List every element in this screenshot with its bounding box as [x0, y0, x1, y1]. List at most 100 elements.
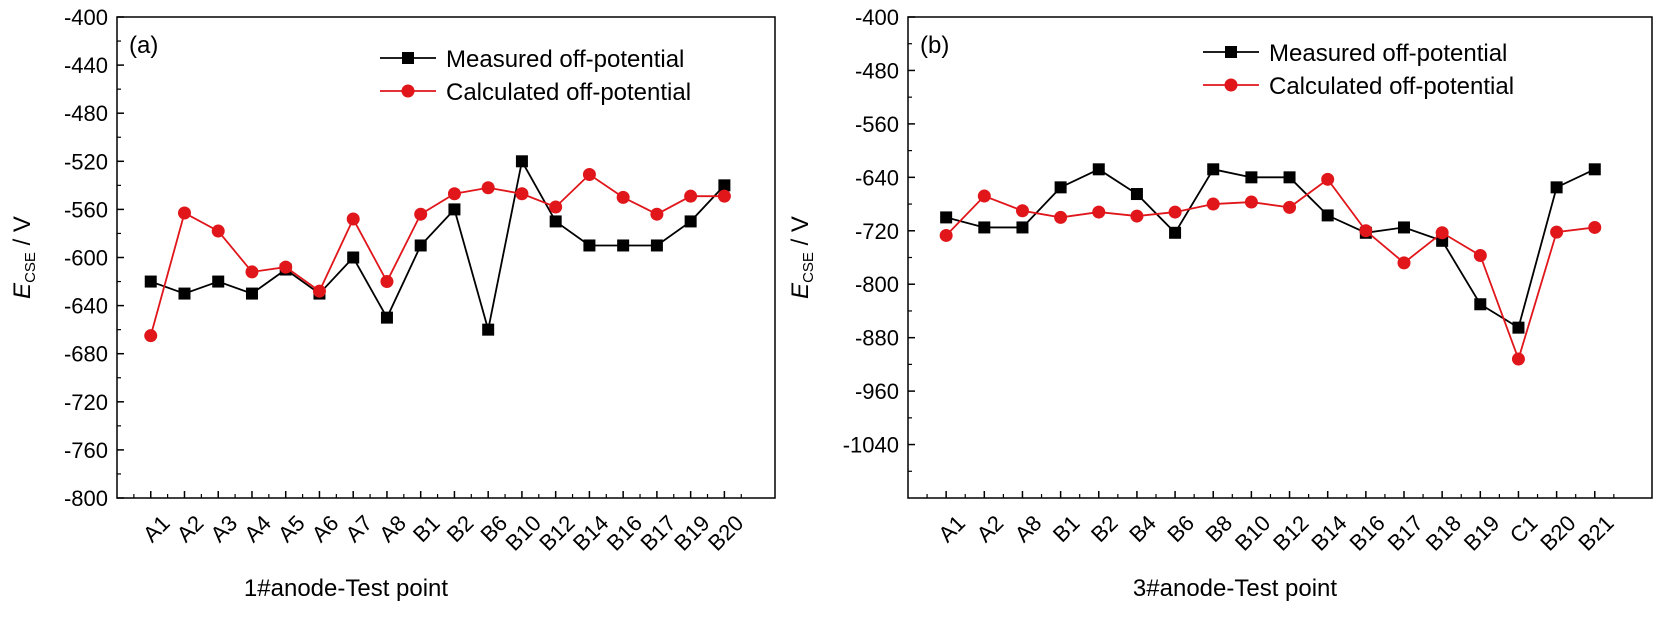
data-point-measured [1550, 181, 1563, 194]
y-tick-label: -720 [64, 390, 108, 415]
data-point-calculated [447, 187, 461, 201]
data-point-measured [1321, 209, 1334, 222]
data-point-calculated [245, 265, 259, 279]
data-point-calculated [1435, 226, 1449, 240]
data-point-measured [448, 203, 461, 216]
y-tick-label: -560 [64, 197, 108, 222]
x-tick-label: B18 [1421, 510, 1466, 555]
data-point-measured [1016, 221, 1029, 234]
y-tick-label: -440 [64, 53, 108, 78]
legend-label: Calculated off-potential [446, 79, 691, 106]
legend-entry: Measured off-potential [1203, 40, 1507, 67]
data-point-calculated [1015, 204, 1029, 218]
data-point-measured [1474, 298, 1487, 311]
data-point-measured [347, 251, 360, 264]
chart-panel-a: -400 -440 -480 -520 -560 -600 -640 -680 -720 -760… [9, 5, 776, 602]
data-point-calculated [1244, 195, 1258, 209]
y-tick-label: -400 [855, 5, 899, 30]
x-tick-label: B6 [1162, 510, 1199, 547]
data-point-calculated [1550, 225, 1564, 239]
data-point-calculated [1588, 220, 1602, 234]
panel-label: (a) [129, 32, 158, 59]
legend-marker-circle [1224, 78, 1238, 92]
y-tick-label: -680 [64, 342, 108, 367]
data-point-calculated [1321, 172, 1335, 186]
data-point-calculated [939, 228, 953, 242]
y-axis-symbol: E [9, 282, 36, 299]
x-tick-label: B8 [1200, 510, 1237, 547]
x-tick-label: A8 [374, 510, 411, 547]
data-point-calculated [177, 206, 191, 220]
data-point-calculated [549, 200, 563, 214]
data-point-measured [482, 323, 495, 336]
x-tick-label: A2 [972, 510, 1009, 547]
data-point-measured [1398, 221, 1410, 234]
legend-label: Measured off-potential [1269, 40, 1507, 67]
y-tick-label: -560 [855, 112, 899, 137]
data-point-measured [583, 239, 596, 252]
y-axis-subscript: CSE [22, 252, 39, 283]
data-point-measured [1054, 181, 1067, 194]
data-point-measured [684, 215, 697, 228]
x-tick-label: B1 [1048, 510, 1085, 547]
data-point-calculated [977, 189, 991, 203]
y-tick-label: -800 [64, 486, 108, 511]
data-point-calculated [279, 260, 293, 274]
data-point-calculated [684, 189, 698, 203]
legend-label: Measured off-potential [446, 46, 684, 73]
x-tick-label: B20 [703, 510, 748, 555]
data-point-measured [1169, 226, 1182, 239]
y-tick-label: -1040 [843, 433, 899, 458]
data-point-measured [245, 287, 258, 300]
data-point-calculated [1168, 205, 1182, 219]
y-axis-unit: / V [787, 216, 814, 252]
y-tick-label: -640 [64, 294, 108, 319]
data-point-calculated [1054, 210, 1068, 224]
data-point-measured [718, 179, 731, 192]
data-point-measured [380, 311, 393, 324]
y-axis-subscript: CSE [800, 252, 817, 283]
data-point-calculated [717, 189, 731, 203]
data-point-calculated [1359, 224, 1373, 238]
x-tick-label: B2 [1086, 510, 1123, 547]
legend-label: Calculated off-potential [1269, 73, 1514, 100]
data-point-measured [144, 275, 157, 288]
legend-marker-square [402, 52, 414, 64]
y-tick-label: -760 [64, 438, 108, 463]
y-tick-label: -600 [64, 246, 108, 271]
data-point-calculated [1473, 248, 1487, 262]
x-tick-label: B19 [1459, 510, 1504, 555]
x-tick-label: B2 [442, 510, 479, 547]
x-tick-label: A7 [340, 510, 377, 547]
data-point-calculated [616, 190, 630, 204]
data-point-measured [650, 239, 663, 252]
data-point-measured [212, 275, 225, 288]
y-axis-title: ECSE / V [787, 216, 817, 299]
data-point-measured [414, 239, 427, 252]
y-axis-symbol: E [787, 282, 814, 299]
data-point-measured [978, 221, 991, 234]
data-point-measured [1512, 321, 1525, 334]
x-tick-label: B12 [1268, 510, 1313, 555]
data-point-calculated [481, 181, 495, 195]
series-line-measured [945, 168, 1596, 330]
data-point-measured [617, 239, 630, 252]
legend-marker-circle [401, 84, 415, 98]
x-tick-label: B20 [1535, 510, 1580, 555]
x-tick-label: A2 [172, 510, 209, 547]
data-point-calculated [312, 284, 326, 298]
data-point-calculated [380, 275, 394, 289]
data-point-measured [1130, 188, 1143, 201]
x-tick-label: B4 [1124, 510, 1161, 547]
y-axis-unit: / V [9, 216, 36, 252]
data-point-calculated [1511, 352, 1525, 366]
data-point-calculated [1397, 256, 1411, 270]
x-tick-label: B14 [1306, 510, 1351, 555]
data-point-calculated [414, 207, 428, 221]
y-tick-label: -520 [64, 149, 108, 174]
y-tick-label: -480 [855, 58, 899, 83]
data-point-calculated [1092, 205, 1106, 219]
x-tick-label: B1 [408, 510, 445, 547]
